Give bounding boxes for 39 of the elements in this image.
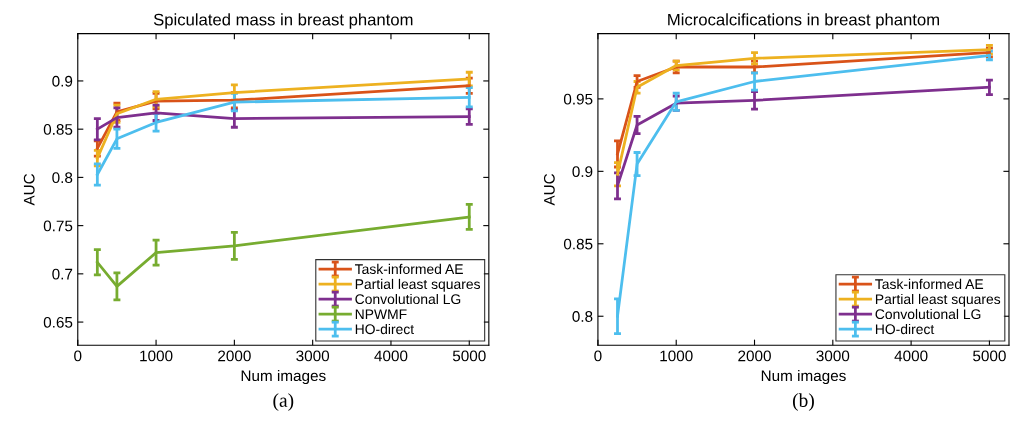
x-tick-label: 1000 [660,350,693,362]
y-tick-label: 0.9 [52,75,73,87]
legend-label: NPWMF [355,309,407,319]
legend-label: Partial least squares [875,293,1001,307]
y-tick-label: 0.9 [572,166,593,178]
y-tick-label: 0.85 [563,238,593,250]
legend-label: Task-informed AE [354,263,463,275]
x-tick-label: 2000 [738,350,771,362]
y-tick-label: 0.75 [43,220,73,232]
legend-label: Partial least squares [355,278,481,292]
y-tick-label: 0.7 [52,268,73,280]
y-tick-label: 0.8 [572,311,593,322]
y-tick-label: 0.65 [43,316,73,328]
legend-label: Task-informed AE [875,278,984,290]
x-tick-label: 3000 [296,350,330,362]
legend-label: HO-direct [875,323,935,335]
legend-label: Convolutional LG [355,293,461,305]
x-tick-label: 3000 [816,350,850,362]
x-tick-label: 0 [594,350,602,362]
y-tick-label: 0.95 [563,93,593,105]
x-axis-title: Num images [761,369,846,385]
text: (a) [273,393,294,411]
y-tick-label: 0.85 [43,124,73,135]
y-axis-title: AUC [23,173,35,206]
y-tick-label: 0.8 [52,172,73,184]
x-tick-label: 5000 [973,350,1006,362]
legend-label: Convolutional LG [875,308,981,320]
chart-title: Microcalcifications in breast phantom [668,13,939,29]
x-tick-label: 5000 [452,350,486,362]
x-tick-label: 4000 [894,350,928,362]
x-tick-label: 2000 [218,350,251,362]
x-tick-label: 4000 [374,350,408,362]
y-axis-title: AUC [543,173,555,206]
legend-label: HO-direct [355,323,414,335]
x-axis-title: Num images [241,369,326,385]
text: (b) [792,393,814,411]
chart-title: Spiculated mass in breast phantom [153,13,413,29]
x-tick-label: 0 [74,350,82,362]
x-tick-label: 1000 [140,350,173,362]
